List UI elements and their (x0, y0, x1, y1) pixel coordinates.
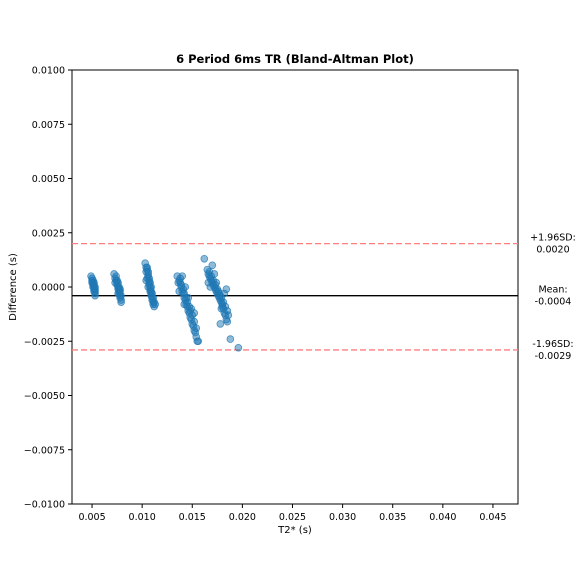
data-point (210, 270, 219, 278)
data-point (178, 272, 187, 280)
data-point (204, 278, 213, 287)
data-point (91, 283, 99, 291)
data-point (116, 285, 124, 293)
data-point (224, 311, 233, 320)
plot-frame (71, 69, 519, 505)
y-tick-label: 0.0075 (32, 120, 65, 131)
data-point (180, 300, 189, 309)
data-point (192, 324, 201, 333)
data-point (234, 343, 243, 352)
y-axis-label: Difference (s) (8, 253, 19, 321)
upper-limit-label: +1.96SD: (530, 233, 576, 244)
lower-limit-value: -0.0029 (535, 351, 572, 362)
data-point (217, 304, 226, 313)
mean-label: Mean: (538, 285, 567, 296)
upper-limit-value: 0.0020 (536, 245, 569, 256)
x-tick-label: 0.005 (78, 512, 105, 523)
x-tick-label: 0.020 (229, 512, 256, 523)
data-point (190, 309, 199, 317)
x-tick-label: 0.025 (279, 512, 306, 523)
x-tick-label: 0.045 (479, 512, 506, 523)
data-point (200, 254, 209, 263)
y-tick-label: −0.0050 (24, 391, 65, 402)
data-point (151, 300, 159, 309)
y-tick-label: 0.0100 (32, 66, 65, 77)
data-point (111, 278, 119, 287)
data-point (174, 278, 183, 287)
data-point (181, 283, 190, 291)
y-tick-label: −0.0100 (24, 500, 65, 511)
chart-title: 6 Period 6ms TR (Bland-Altman Plot) (176, 52, 414, 66)
x-tick-label: 0.035 (379, 512, 406, 523)
y-tick-label: −0.0075 (24, 445, 65, 456)
data-point (184, 294, 193, 302)
data-point (212, 278, 221, 287)
x-axis-label: T2* (s) (277, 525, 312, 536)
y-tick-label: 0.0025 (32, 228, 65, 239)
data-point (222, 285, 231, 293)
data-point (117, 298, 125, 306)
data-point (223, 317, 232, 326)
scatter-points (87, 254, 243, 352)
y-tick-label: 0.0000 (32, 283, 65, 294)
y-axis: −0.0100 −0.0075 −0.0050 −0.0025 0.0000 0.0025… (24, 66, 72, 511)
data-point (226, 335, 235, 343)
y-tick-label: 0.0050 (32, 174, 65, 185)
y-tick-label: −0.0025 (24, 337, 65, 348)
lower-limit-label: -1.96SD: (532, 339, 573, 350)
data-point (142, 268, 150, 276)
data-point (91, 291, 99, 300)
x-tick-label: 0.010 (129, 512, 156, 523)
x-tick-label: 0.030 (329, 512, 356, 523)
data-point (190, 317, 199, 326)
plot-area (71, 69, 519, 505)
data-point (144, 283, 152, 291)
mean-value: -0.0004 (535, 297, 572, 308)
data-point (208, 261, 217, 270)
x-tick-label: 0.015 (179, 512, 206, 523)
data-point (194, 337, 203, 346)
x-axis: 0.005 0.010 0.015 0.020 0.025 0.030 0.035 0.040… (78, 504, 507, 523)
data-point (142, 276, 150, 285)
x-tick-label: 0.040 (429, 512, 456, 523)
data-point (216, 320, 225, 328)
data-point (175, 287, 184, 296)
